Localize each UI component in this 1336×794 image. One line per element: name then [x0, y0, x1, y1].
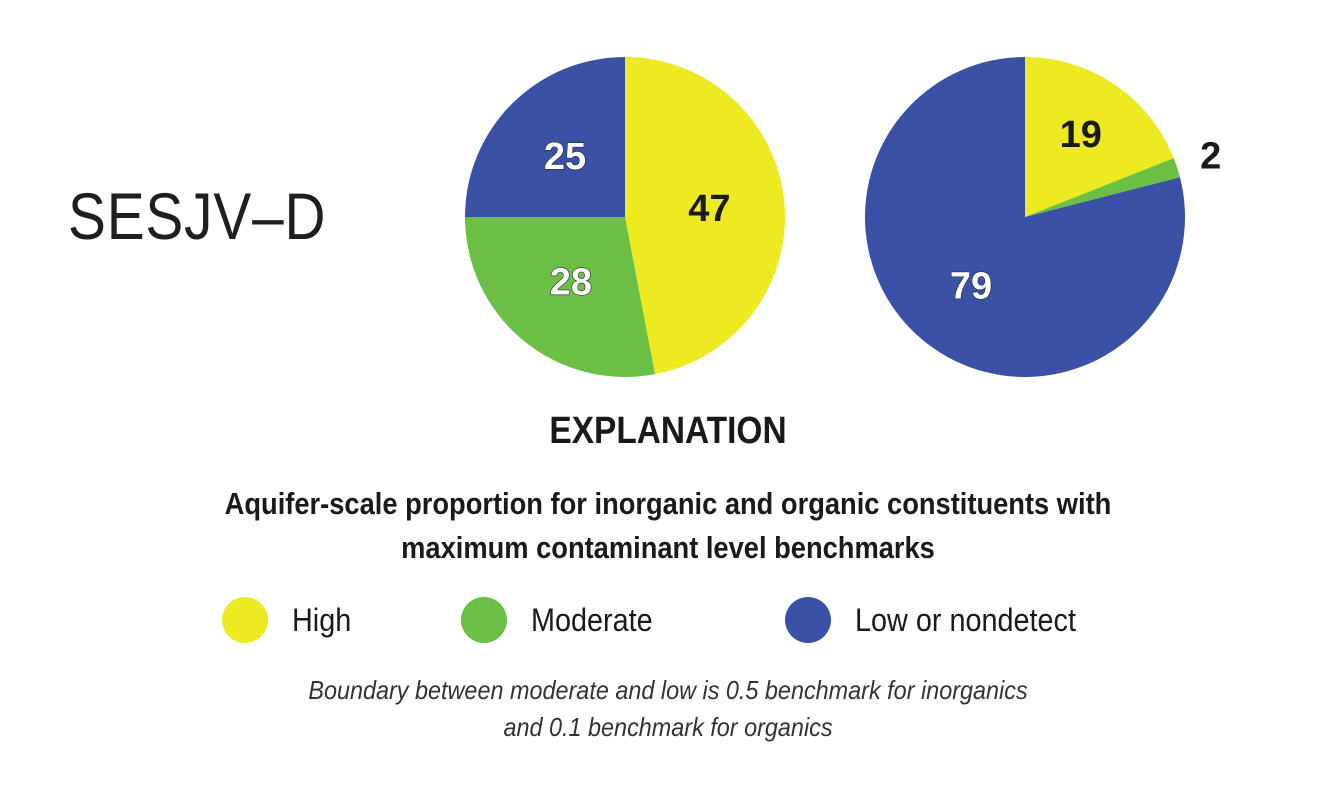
footnote-line: Boundary between moderate and low is 0.5… [308, 675, 1028, 705]
explanation-subtitle: Aquifer-scale proportion for inorganic a… [151, 482, 1186, 570]
legend-item-high: High [222, 592, 358, 648]
legend-label-low: Low or nondetect [855, 601, 1076, 638]
legend: High Moderate Low or nondetect [0, 592, 1336, 648]
footnote: Boundary between moderate and low is 0.5… [211, 672, 1125, 746]
pie-slice-value-label: 79 [950, 266, 992, 308]
pie-slice-moderate [1025, 158, 1180, 217]
pie-slice-high [625, 57, 785, 375]
legend-label-high: High [292, 601, 352, 638]
pie-slice-moderate [465, 217, 655, 377]
pie-slice-high [1025, 57, 1174, 217]
legend-label-moderate: Moderate [531, 601, 653, 638]
pie-slice-value-label: 2 [1200, 136, 1221, 178]
pie-slice-value-label: 28 [550, 261, 592, 303]
pie-charts: 47 28 25 19 2 79 [465, 57, 1221, 377]
explanation-heading: EXPLANATION [549, 410, 787, 452]
footnote-line: and 0.1 benchmark for organics [503, 712, 833, 742]
legend-swatch-high [222, 597, 268, 643]
legend-item-moderate: Moderate [461, 592, 666, 648]
region-label: SESJV–D [68, 179, 327, 253]
legend-swatch-low [785, 597, 831, 643]
explanation-subtitle-line: maximum contaminant level benchmarks [401, 530, 935, 565]
pie-slice-value-label: 19 [1060, 114, 1102, 156]
explanation-subtitle-line: Aquifer-scale proportion for inorganic a… [224, 486, 1112, 521]
legend-item-low: Low or nondetect [785, 592, 1101, 648]
pie-slice-low-or-nondetect [865, 57, 1185, 377]
pie-slice-low-or-nondetect [465, 57, 625, 217]
pie-chart-2: 19 2 79 [865, 57, 1221, 377]
pie-slice-value-label: 47 [688, 188, 730, 230]
pie-chart-1: 47 28 25 [465, 57, 785, 377]
pie-slice-value-label: 25 [544, 136, 586, 178]
legend-swatch-moderate [461, 597, 507, 643]
